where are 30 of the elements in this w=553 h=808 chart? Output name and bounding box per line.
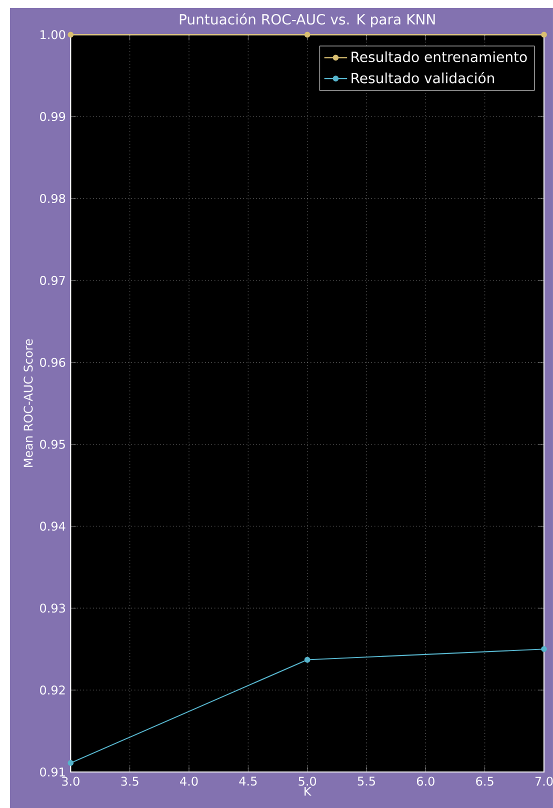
y-tick-label: 0.93	[40, 604, 65, 613]
y-tick-label: 0.97	[40, 276, 65, 285]
y-tick-label: 0.92	[40, 686, 65, 695]
x-tick-label: 3.0	[62, 776, 80, 786]
point	[541, 646, 547, 652]
x-axis-title: K	[304, 786, 312, 796]
legend-label: Resultado entrenamiento	[352, 51, 527, 62]
y-tick-label: 0.99	[40, 112, 66, 122]
point	[68, 32, 74, 38]
x-tick-label: 3.5	[121, 776, 138, 786]
y-tick-label: 1.00	[40, 30, 66, 40]
point	[304, 656, 310, 663]
x-tick-label: 5.5	[358, 776, 375, 786]
legend-label: Resultado validación	[352, 72, 494, 84]
y-axis-title: Mean ROC-AUC Score	[24, 339, 33, 467]
y-tick-label: 0.98	[40, 194, 66, 204]
y-tick-label: 0.91	[40, 767, 65, 777]
y-tick-label: 0.95	[40, 440, 65, 449]
x-tick-label: 4.0	[180, 776, 198, 786]
point	[304, 32, 310, 38]
point	[68, 760, 74, 766]
x-tick-label: 4.5	[239, 776, 257, 786]
chart-title: Puntuación ROC-AUC vs. K para KNN	[180, 13, 435, 28]
x-tick-label: 5.0	[298, 776, 316, 786]
x-tick-label: 7.0	[535, 776, 553, 786]
y-tick-label: 0.94	[40, 522, 66, 531]
x-tick-label: 6.0	[416, 776, 434, 786]
point	[541, 32, 547, 38]
x-tick-label: 6.5	[476, 776, 494, 786]
y-tick-label: 0.96	[40, 358, 66, 367]
